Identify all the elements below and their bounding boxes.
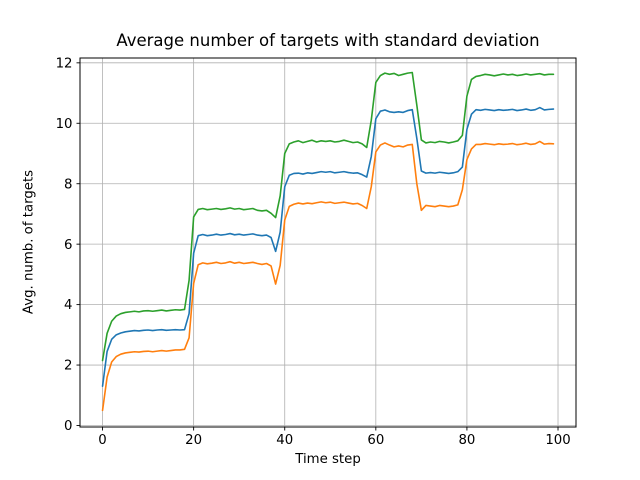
y-tick-label: 8 [64,177,72,192]
tick-labels: 0 20 40 60 80 100 0 2 4 6 8 10 12 [56,56,571,448]
y-tick-label: 6 [64,238,72,253]
ticks [76,62,559,431]
series-blue-line [101,106,555,388]
gridlines [80,58,576,427]
axes-spines [79,57,577,428]
y-tick-label: 0 [64,419,72,434]
y-tick-label: 12 [56,56,73,71]
x-tick-label: 40 [276,433,293,448]
x-tick-label: 80 [458,433,475,448]
y-tick-label: 10 [56,117,73,132]
x-tick-label: 0 [98,433,106,448]
chart-title: Average number of targets with standard … [116,31,540,50]
x-axis-label: Time step [295,452,361,467]
series-orange-line [101,140,555,412]
y-tick-label: 2 [64,359,72,374]
x-tick-label: 100 [545,433,570,448]
x-tick-label: 60 [367,433,384,448]
x-tick-label: 20 [185,433,202,448]
series-green-line [101,71,555,362]
y-tick-label: 4 [64,298,72,313]
